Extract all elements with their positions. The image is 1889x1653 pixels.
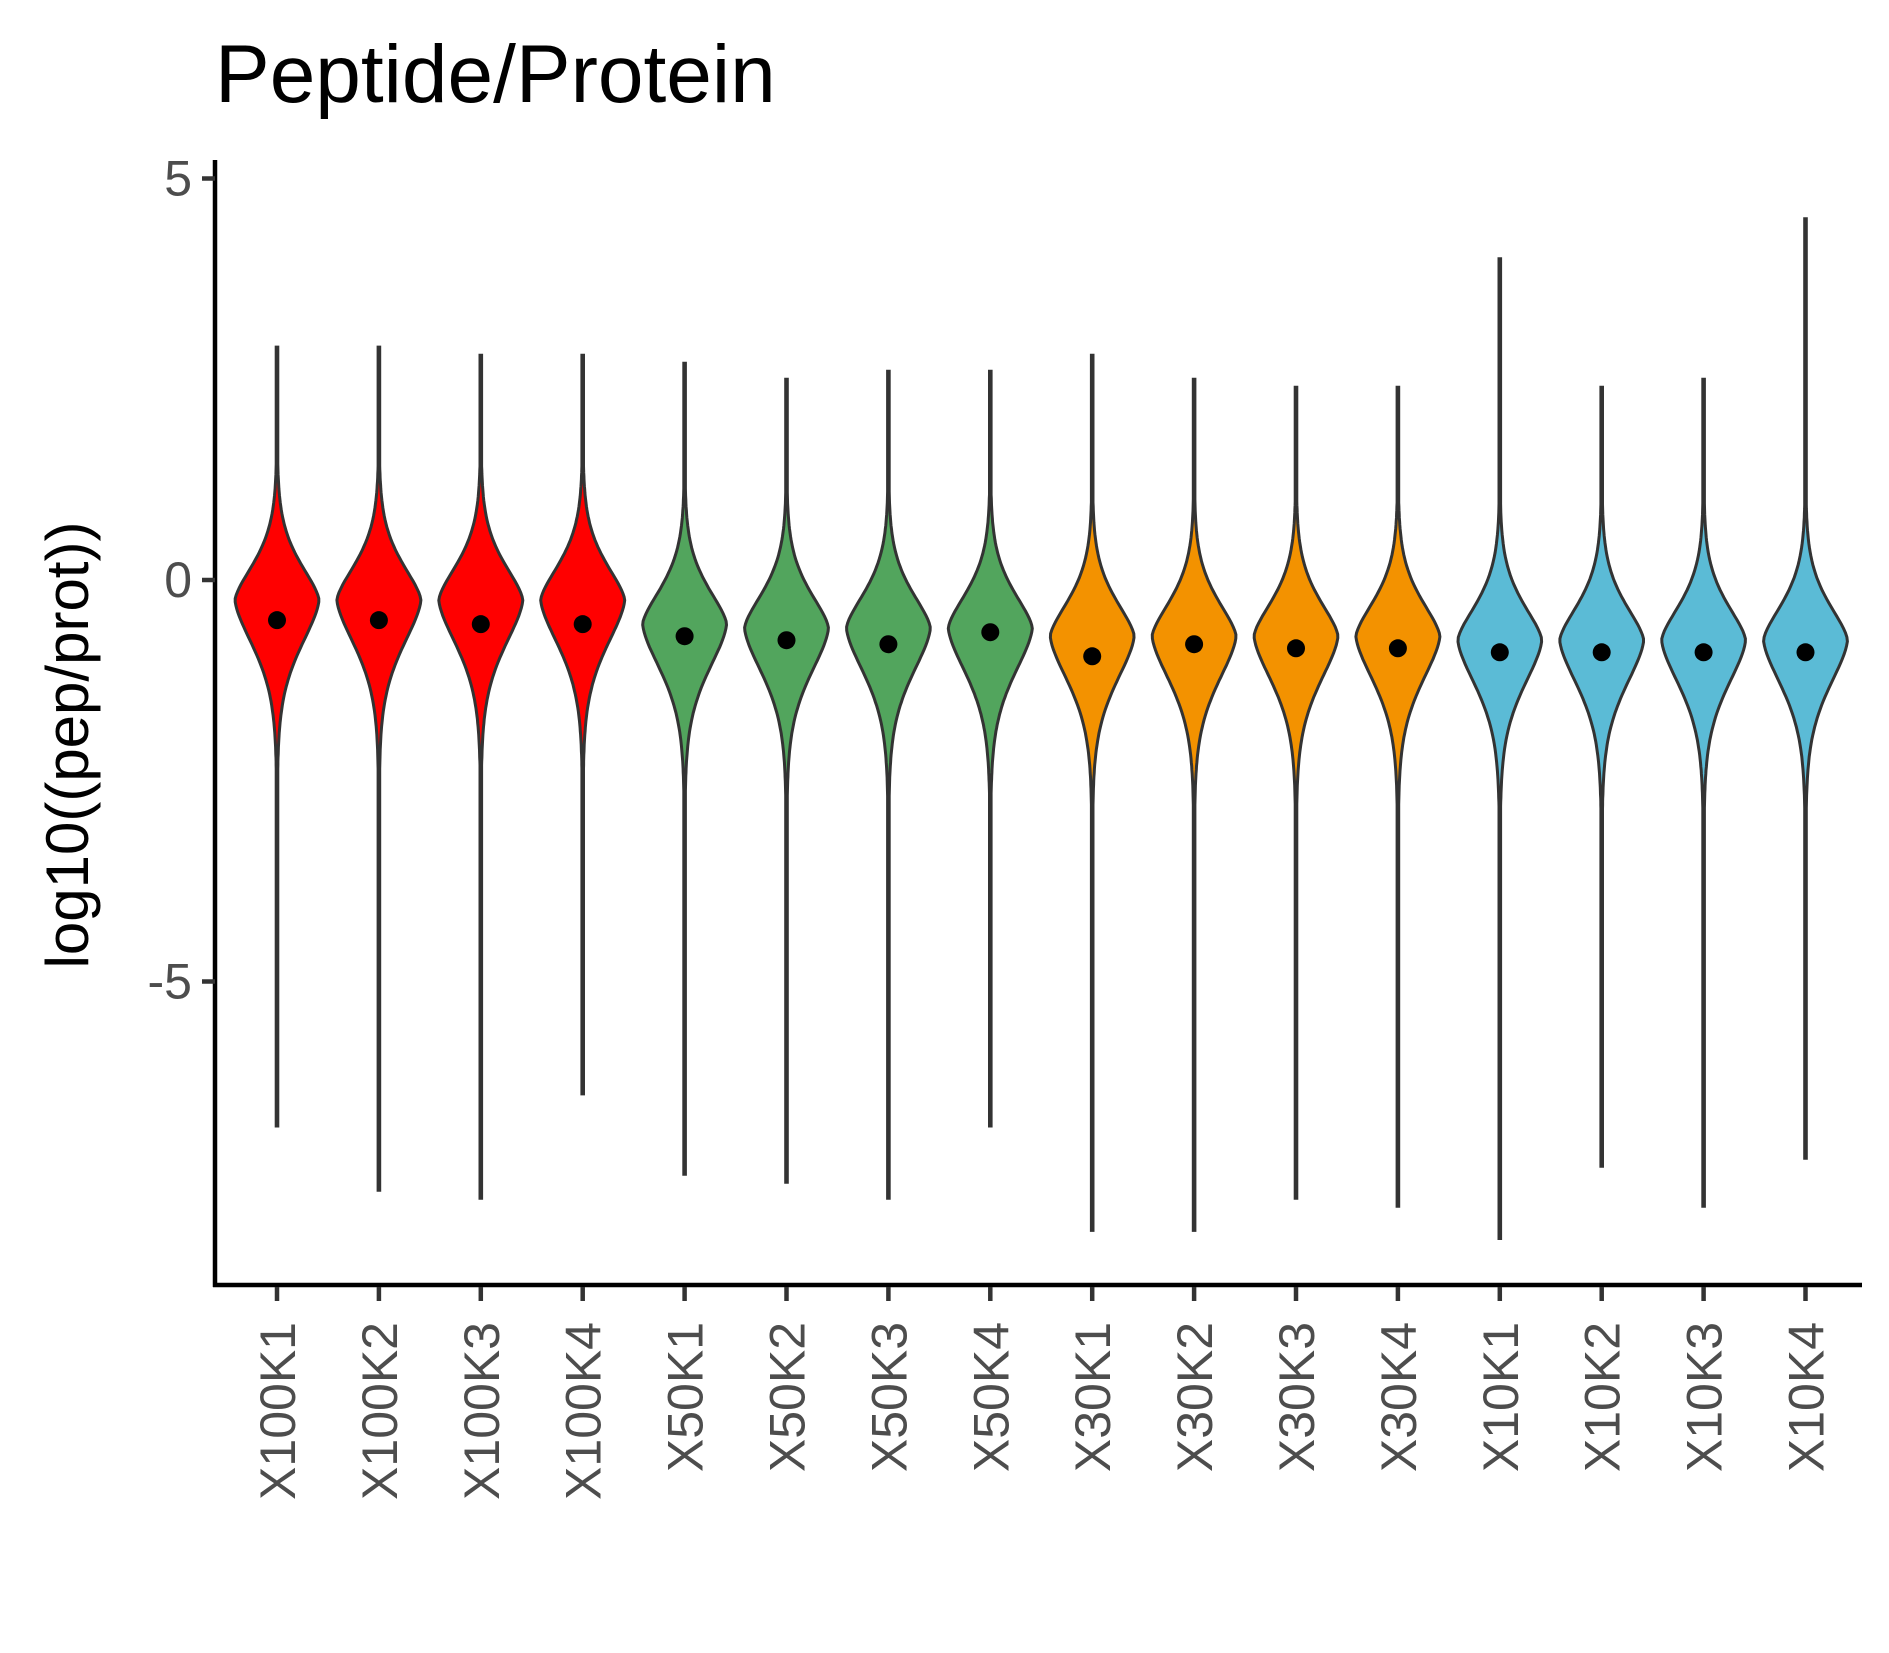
mean-dot-x30k2 xyxy=(1185,635,1204,654)
mean-dot-x10k3 xyxy=(1694,643,1713,662)
mean-dot-x100k4 xyxy=(573,615,592,634)
x-tick-label: X10K4 xyxy=(1779,1322,1835,1472)
violin-x10k2 xyxy=(1558,385,1645,1168)
violin-x30k3 xyxy=(1252,385,1340,1200)
x-tick-label: X50K1 xyxy=(658,1322,714,1472)
x-tick-label: X50K3 xyxy=(861,1322,917,1472)
x-tick-label: X30K1 xyxy=(1065,1322,1121,1472)
y-tick-label: 0 xyxy=(164,552,192,608)
x-tick-label: X30K4 xyxy=(1371,1322,1427,1472)
x-tick-label: X30K2 xyxy=(1167,1322,1223,1472)
y-tick-label: -5 xyxy=(148,954,192,1010)
mean-dot-x30k4 xyxy=(1388,639,1407,658)
mean-dot-x30k3 xyxy=(1287,639,1305,658)
mean-dot-x10k2 xyxy=(1592,643,1611,662)
mean-dot-x50k4 xyxy=(981,623,1000,642)
violin-x100k3 xyxy=(437,353,525,1200)
x-tick-label: X30K3 xyxy=(1269,1322,1325,1472)
violins-layer xyxy=(233,217,1849,1240)
x-axis-ticks: X100K1 X100K2 X100K3 X100K4 X50K1 X50K2 X50K3 X… xyxy=(250,1287,1835,1500)
mean-dot-x50k2 xyxy=(777,631,796,650)
x-tick-label: X50K2 xyxy=(760,1322,816,1472)
mean-dot-x10k4 xyxy=(1796,643,1815,662)
violin-x30k4 xyxy=(1354,385,1442,1208)
violin-x30k2 xyxy=(1150,377,1238,1232)
violin-x100k2 xyxy=(335,345,423,1192)
y-axis-title: log10((pep/prot)) xyxy=(34,522,101,969)
violin-x100k4 xyxy=(539,353,627,1096)
mean-dot-x30k1 xyxy=(1083,647,1102,666)
violin-x50k1 xyxy=(641,361,729,1176)
mean-dot-x100k2 xyxy=(369,611,388,630)
violin-x10k3 xyxy=(1660,377,1747,1208)
violin-x10k1 xyxy=(1456,257,1544,1240)
mean-dot-x100k3 xyxy=(471,615,490,634)
x-tick-label: X50K4 xyxy=(963,1322,1019,1472)
x-tick-label: X10K3 xyxy=(1677,1322,1733,1472)
violin-x10k4 xyxy=(1762,217,1849,1160)
violin-x50k3 xyxy=(845,369,932,1200)
mean-dots-layer xyxy=(268,611,1815,666)
mean-dot-x50k3 xyxy=(879,635,898,654)
violin-x50k2 xyxy=(743,377,830,1184)
x-tick-label: X10K1 xyxy=(1473,1322,1529,1472)
mean-dot-x100k1 xyxy=(268,611,286,630)
mean-dot-x10k1 xyxy=(1490,643,1509,662)
x-tick-label: X100K2 xyxy=(352,1322,408,1500)
violin-x50k4 xyxy=(946,369,1034,1128)
x-tick-label: X100K3 xyxy=(454,1322,510,1500)
violin-x100k1 xyxy=(233,345,321,1128)
x-tick-label: X10K2 xyxy=(1575,1322,1631,1472)
mean-dot-x50k1 xyxy=(675,627,694,646)
violin-x30k1 xyxy=(1048,353,1136,1232)
y-tick-label: 5 xyxy=(164,151,192,207)
y-axis-ticks: 5 0 -5 xyxy=(148,151,215,1010)
x-tick-label: X100K4 xyxy=(556,1322,612,1500)
x-tick-label: X100K1 xyxy=(250,1322,306,1500)
chart-title: Peptide/Protein xyxy=(215,29,776,120)
